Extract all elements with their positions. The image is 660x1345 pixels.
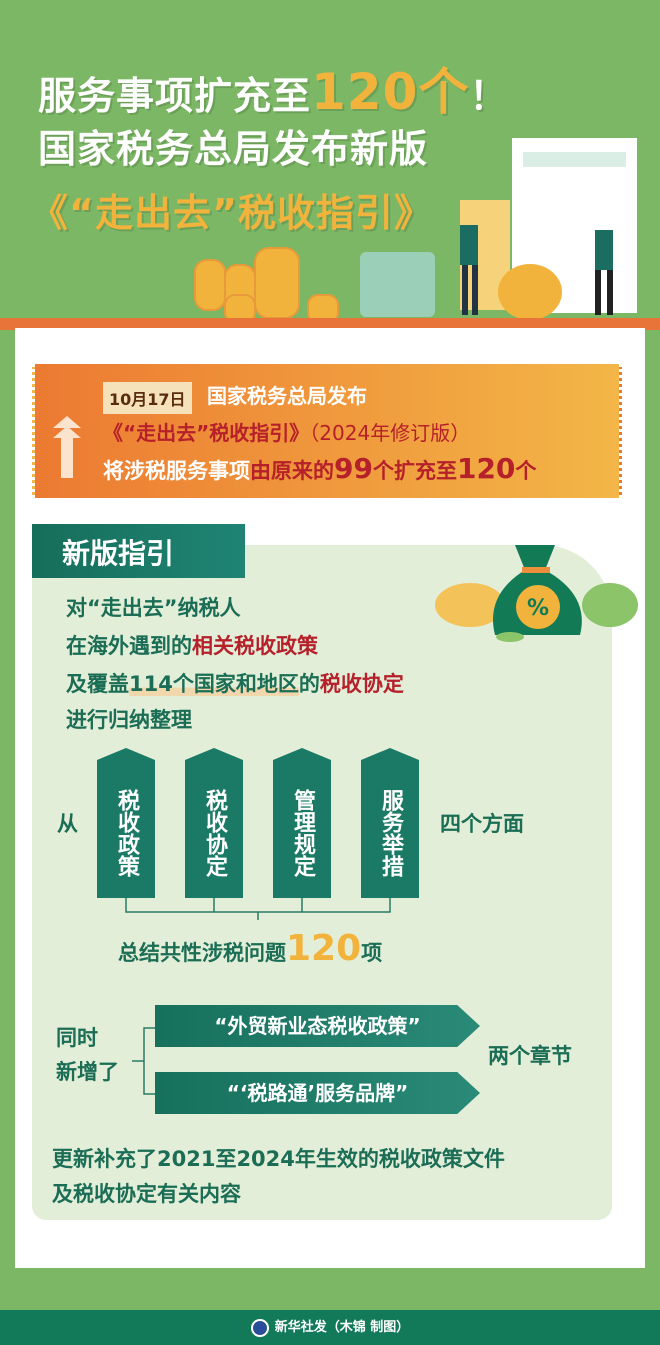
guide-line-3: 及覆盖114个国家和地区的税收协定 bbox=[66, 672, 404, 696]
header-divider bbox=[0, 318, 660, 330]
money-bag-icon bbox=[498, 264, 562, 320]
up-arrow-icon bbox=[53, 416, 81, 478]
date-badge: 10月17日 bbox=[103, 382, 192, 414]
wallet-icon bbox=[360, 252, 435, 317]
update-line-2: 及税收协定有关内容 bbox=[52, 1182, 241, 1206]
aspect-tax-policy: 税收政策 bbox=[97, 748, 155, 898]
headline-line1: 服务事项扩充至120个！ bbox=[38, 63, 509, 121]
summary-text: 总结共性涉税问题120项 bbox=[118, 928, 383, 969]
announcement-banner: 10月17日 国家税务总局发布 《“走出去”税收指引》（2024年修订版） 将涉… bbox=[32, 364, 622, 498]
chapter-foreign-trade: “外贸新业态税收政策” bbox=[155, 1005, 480, 1047]
added-label-1: 同时 bbox=[56, 1026, 98, 1050]
document-title: 《“走出去”税收指引》（2024年修订版） bbox=[103, 421, 471, 445]
aspects-label: 四个方面 bbox=[440, 812, 524, 836]
from-label: 从 bbox=[57, 812, 78, 836]
headline-line3: 《“走出去”税收指引》 bbox=[30, 191, 433, 235]
tax-money-bag-icon: % bbox=[435, 545, 638, 642]
guide-line-2: 在海外遇到的相关税收政策 bbox=[66, 634, 318, 658]
aspect-management-rules: 管理规定 bbox=[273, 748, 331, 898]
aspect-service-measures: 服务举措 bbox=[361, 748, 419, 898]
guide-line-1: 对“走出去”纳税人 bbox=[66, 596, 241, 620]
person-icon bbox=[595, 230, 613, 315]
added-label-2: 新增了 bbox=[56, 1060, 119, 1084]
bracket-connector bbox=[125, 898, 391, 920]
publisher: 国家税务总局发布 bbox=[207, 384, 367, 408]
expansion-statement: 将涉税服务事项由原来的99个扩充至120个 bbox=[103, 452, 537, 485]
bracket-connector bbox=[132, 1027, 155, 1095]
headline-line2: 国家税务总局发布新版 bbox=[38, 127, 429, 171]
footer-credit: 新华社发（木锦 制图） bbox=[0, 1310, 660, 1345]
update-line-1: 更新补充了2021至2024年生效的税收政策文件 bbox=[52, 1147, 505, 1171]
guide-tab-heading: 新版指引 bbox=[32, 524, 245, 578]
coin-stacks-icon bbox=[194, 247, 339, 324]
chapters-label: 两个章节 bbox=[488, 1044, 572, 1068]
header-illustration bbox=[194, 138, 637, 324]
aspect-tax-treaty: 税收协定 bbox=[185, 748, 243, 898]
guide-line-4: 进行归纳整理 bbox=[66, 708, 192, 732]
svg-text:%: % bbox=[527, 596, 549, 621]
chapter-shuilutong: “‘税路通’服务品牌” bbox=[155, 1072, 480, 1114]
person-icon bbox=[460, 225, 478, 315]
xinhua-logo-icon bbox=[250, 1318, 269, 1337]
